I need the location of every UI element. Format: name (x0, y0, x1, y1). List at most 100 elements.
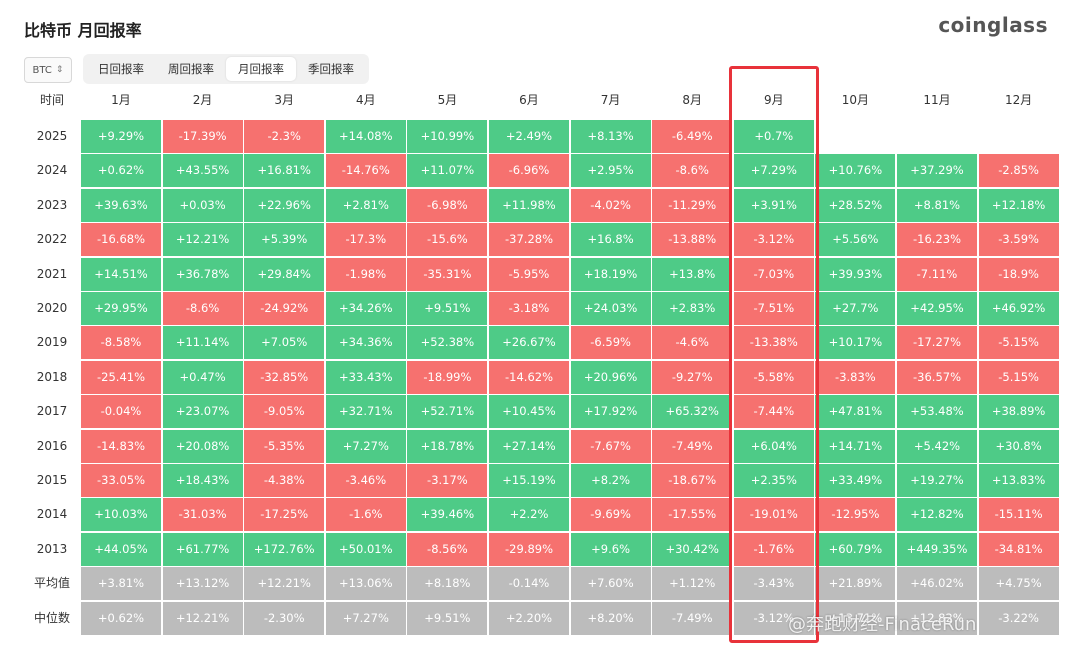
year-label: 2016 (36, 438, 68, 453)
summary-cell: +4.75% (978, 567, 1059, 601)
return-cell: +12.82% (897, 498, 977, 532)
summary-cell: +13.12% (162, 567, 243, 601)
summary-cell: +12.21% (244, 567, 325, 601)
year-label: 2024 (36, 163, 68, 178)
return-cell: -9.27% (652, 360, 733, 394)
return-cell: +2.35% (733, 464, 814, 497)
period-tabs: 日回报率 周回报率 月回报率 季回报率 (83, 54, 369, 84)
month-header: 9月 (763, 93, 784, 107)
return-cell: -17.39% (162, 120, 243, 153)
return-cell: +10.03% (81, 498, 161, 532)
chevron-updown-icon: ⇕ (55, 65, 64, 75)
return-cell: -6.98% (407, 188, 488, 222)
return-cell: +52.71% (407, 395, 488, 429)
return-cell: -1.6% (325, 498, 406, 532)
return-cell: +61.77% (162, 532, 243, 566)
return-cell: +18.78% (407, 429, 488, 463)
return-cell: +15.19% (489, 464, 569, 497)
return-cell: +65.32% (652, 395, 733, 429)
summary-cell: +3.81% (81, 567, 161, 601)
return-cell: +23.07% (162, 395, 243, 429)
return-cell: -7.44% (733, 395, 814, 429)
return-cell: -9.05% (244, 395, 325, 429)
page-title: 比特币 月回报率 (24, 21, 142, 40)
return-cell: +10.99% (407, 120, 488, 153)
tab-weekly[interactable]: 周回报率 (168, 62, 214, 76)
return-cell: -14.76% (325, 154, 406, 188)
return-cell: +0.62% (81, 154, 161, 188)
return-cell: +42.95% (897, 292, 977, 325)
return-cell: +5.42% (897, 429, 977, 463)
return-cell: -7.49% (652, 429, 733, 463)
return-cell: -5.95% (489, 257, 569, 291)
return-cell: -35.31% (407, 257, 488, 291)
return-cell: +11.98% (489, 188, 569, 222)
return-cell: +2.83% (652, 292, 733, 325)
return-cell: +2.49% (489, 120, 569, 153)
return-cell: +39.46% (407, 498, 488, 532)
return-cell: +30.8% (978, 429, 1059, 463)
return-cell: -15.11% (978, 498, 1059, 532)
return-cell: +0.47% (162, 360, 243, 394)
return-cell: -5.15% (978, 360, 1059, 394)
return-cell: +8.2% (570, 464, 651, 497)
return-cell: +9.29% (81, 120, 161, 153)
return-cell: +8.81% (897, 188, 977, 222)
return-cell: +10.76% (815, 154, 896, 188)
summary-cell: -3.22% (978, 601, 1059, 635)
return-cell: -6.49% (652, 120, 733, 153)
return-cell: -17.25% (244, 498, 325, 532)
return-cell: +12.21% (162, 223, 243, 257)
return-cell: -4.38% (244, 464, 325, 497)
return-cell: +7.29% (733, 154, 814, 188)
summary-cell: -3.43% (733, 567, 814, 601)
return-cell: +14.71% (815, 429, 896, 463)
return-cell: +50.01% (325, 532, 406, 566)
summary-cell: +7.27% (325, 601, 406, 635)
return-cell: +7.05% (244, 326, 325, 360)
month-header: 3月 (274, 93, 294, 107)
return-cell: +20.08% (162, 429, 243, 463)
year-label: 2023 (36, 197, 68, 212)
return-cell: +19.27% (897, 464, 977, 497)
return-cell: +53.48% (897, 395, 977, 429)
return-cell: +44.05% (81, 532, 161, 566)
summary-cell: +1.12% (652, 567, 733, 601)
return-cell: +34.36% (325, 326, 406, 360)
year-label: 2015 (36, 473, 68, 487)
return-cell: +47.81% (815, 395, 896, 429)
return-cell: +2.2% (489, 498, 569, 532)
summary-cell: +21.89% (815, 567, 896, 601)
year-label: 2025 (36, 129, 68, 143)
return-cell: -6.96% (489, 154, 569, 188)
return-cell: -3.12% (733, 223, 814, 257)
tab-monthly[interactable]: 月回报率 (226, 57, 296, 81)
tab-daily[interactable]: 日回报率 (98, 62, 144, 76)
return-cell: +5.56% (815, 223, 896, 257)
return-cell: -36.57% (897, 360, 977, 394)
return-cell: +24.03% (570, 292, 651, 325)
return-cell: -24.92% (244, 292, 325, 325)
asset-select-value: BTC (32, 64, 52, 76)
asset-select[interactable]: BTC ⇕ (24, 57, 72, 83)
return-cell: -3.46% (325, 464, 406, 497)
return-cell: +10.45% (489, 395, 569, 429)
tab-quarterly[interactable]: 季回报率 (308, 62, 354, 76)
return-cell: -6.59% (570, 326, 651, 360)
return-cell: -1.98% (325, 257, 406, 291)
return-cell: -8.6% (162, 292, 243, 325)
return-cell: +28.52% (815, 188, 896, 222)
summary-cell: +0.62% (81, 601, 161, 635)
return-cell: +20.96% (570, 360, 651, 394)
summary-cell: +7.60% (570, 567, 651, 601)
return-cell: -1.76% (733, 532, 814, 566)
return-cell: +22.96% (244, 188, 325, 222)
year-label: 2021 (36, 266, 68, 281)
return-cell: +5.39% (244, 223, 325, 257)
return-cell: +27.7% (815, 292, 896, 325)
return-cell: -16.23% (897, 223, 977, 257)
return-cell: +52.38% (407, 326, 488, 360)
summary-cell: +46.02% (897, 567, 977, 601)
return-cell: -2.3% (244, 120, 325, 153)
